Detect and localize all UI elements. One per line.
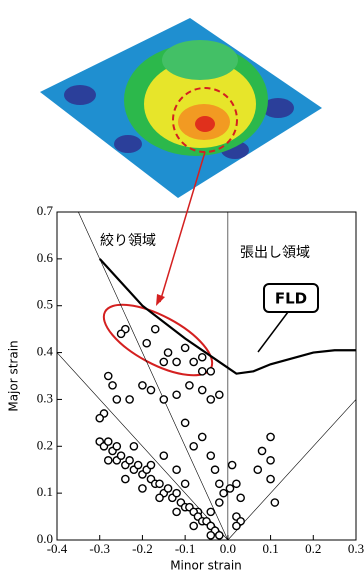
data-point	[226, 485, 233, 492]
data-point	[113, 396, 120, 403]
data-point	[96, 415, 103, 422]
data-point	[207, 508, 214, 515]
data-point	[207, 532, 214, 539]
data-point	[147, 386, 154, 393]
x-axis-label: Minor strain	[170, 559, 242, 573]
data-point	[160, 358, 167, 365]
data-point	[216, 499, 223, 506]
data-point	[199, 433, 206, 440]
data-point	[173, 466, 180, 473]
fld-label: FLD	[275, 290, 307, 308]
data-point	[233, 480, 240, 487]
data-point	[152, 326, 159, 333]
data-point	[105, 457, 112, 464]
y-tick-label: 0.7	[37, 203, 54, 218]
data-point	[190, 522, 197, 529]
annotation: 絞り領域	[100, 232, 156, 249]
data-point	[186, 382, 193, 389]
x-tick-label: 0.0	[220, 541, 236, 556]
data-point	[199, 354, 206, 361]
data-point	[216, 532, 223, 539]
data-point	[143, 340, 150, 347]
data-point	[229, 461, 236, 468]
data-point	[220, 490, 227, 497]
reference-line	[228, 399, 356, 540]
y-tick-label: 0.0	[37, 531, 53, 546]
x-tick-label: 0.2	[305, 541, 321, 556]
y-tick-label: 0.5	[37, 297, 53, 312]
data-point	[139, 485, 146, 492]
data-point	[122, 475, 129, 482]
data-point	[182, 419, 189, 426]
surface-image	[40, 18, 322, 198]
y-tick-label: 0.1	[37, 484, 53, 499]
data-point	[126, 457, 133, 464]
data-point	[271, 499, 278, 506]
y-tick-label: 0.4	[37, 344, 54, 359]
data-point	[173, 391, 180, 398]
data-point	[267, 475, 274, 482]
x-tick-label: 0.3	[348, 541, 364, 556]
y-tick-label: 0.2	[37, 437, 53, 452]
data-point	[113, 443, 120, 450]
data-point	[117, 330, 124, 337]
data-point	[237, 494, 244, 501]
data-point	[173, 490, 180, 497]
figure: 絞り領域 張出し領域 Minor strain Major strain FLD…	[0, 0, 364, 575]
data-point	[139, 382, 146, 389]
data-point	[190, 443, 197, 450]
y-tick-label: 0.3	[37, 390, 53, 405]
data-point	[216, 391, 223, 398]
data-point	[156, 494, 163, 501]
data-point	[105, 372, 112, 379]
y-tick-label: 0.6	[37, 250, 54, 265]
data-point	[126, 396, 133, 403]
data-point	[147, 461, 154, 468]
data-point	[182, 344, 189, 351]
data-point	[160, 396, 167, 403]
data-point	[164, 485, 171, 492]
data-point	[207, 368, 214, 375]
x-tick-label: -0.1	[175, 541, 196, 556]
data-point	[216, 480, 223, 487]
x-tick-label: -0.3	[89, 541, 110, 556]
data-point	[258, 447, 265, 454]
fld-pointer	[258, 312, 288, 352]
data-point	[233, 522, 240, 529]
data-point	[135, 461, 142, 468]
data-point	[173, 358, 180, 365]
data-point	[105, 438, 112, 445]
data-point	[190, 358, 197, 365]
data-point	[211, 466, 218, 473]
data-point	[173, 508, 180, 515]
x-tick-label: -0.2	[132, 541, 153, 556]
annotation: 張出し領域	[240, 244, 310, 261]
data-point	[267, 457, 274, 464]
data-point	[207, 396, 214, 403]
data-point	[156, 480, 163, 487]
data-point	[182, 480, 189, 487]
data-point	[160, 452, 167, 459]
data-point	[267, 433, 274, 440]
data-point	[109, 382, 116, 389]
data-point	[199, 386, 206, 393]
arrow-head	[156, 294, 165, 306]
data-point	[164, 349, 171, 356]
data-point	[117, 452, 124, 459]
data-point	[130, 443, 137, 450]
data-point	[207, 452, 214, 459]
y-axis-label: Major strain	[7, 340, 21, 411]
data-point	[199, 368, 206, 375]
x-tick-label: 0.1	[262, 541, 278, 556]
data-point	[254, 466, 261, 473]
